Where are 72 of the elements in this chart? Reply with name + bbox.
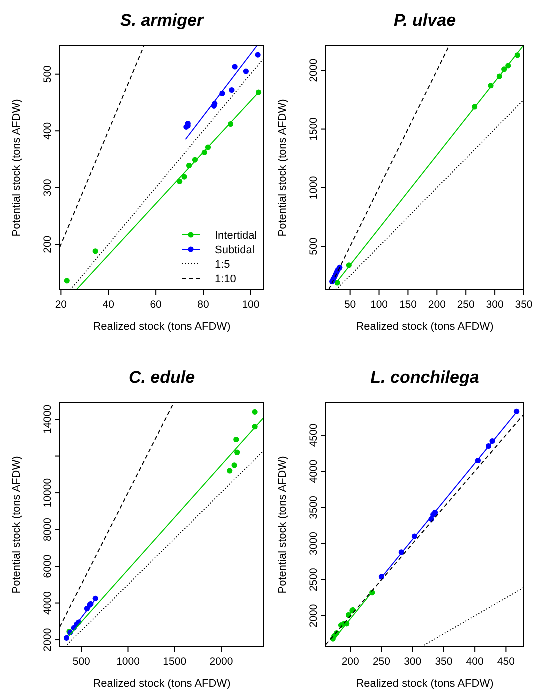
x-tick-label: 300 [404, 656, 422, 668]
legend-label: 1:5 [215, 259, 230, 271]
y-tick-label: 500 [42, 65, 54, 84]
legend-label: 1:10 [215, 274, 236, 286]
y-tick-label: 4000 [308, 460, 320, 484]
point [234, 450, 240, 456]
x-tick-label: 2000 [210, 656, 234, 668]
x-tick-label: 60 [150, 299, 162, 311]
y-tick-label: 6000 [42, 554, 54, 578]
y-axis-title: Potential stock (tons AFDW) [277, 456, 289, 594]
x-tick-label: 300 [486, 299, 504, 311]
chart-title: C. edule [128, 368, 196, 387]
y-tick-label: 14000 [42, 404, 54, 434]
y-tick-label: 2500 [308, 568, 320, 592]
chart-title: L. conchilega [370, 368, 480, 387]
y-axis-title: Potential stock (tons AFDW) [277, 99, 289, 237]
x-tick-label: 1500 [163, 656, 187, 668]
x-axis-title: Realized stock (tons AFDW) [93, 678, 231, 690]
point [227, 468, 233, 474]
x-tick-label: 400 [466, 656, 484, 668]
point [64, 278, 70, 284]
y-tick-label: 300 [42, 178, 54, 197]
x-tick-label: 1000 [116, 656, 140, 668]
x-tick-label: 450 [497, 656, 516, 668]
point [182, 174, 188, 180]
y-axis-title: Potential stock (tons AFDW) [11, 456, 23, 594]
x-tick-label: 100 [370, 299, 388, 311]
chart-title: S. armiger [120, 11, 205, 30]
y-tick-label: 2000 [308, 58, 320, 82]
x-tick-label: 100 [242, 299, 260, 311]
y-tick-label: 2000 [308, 604, 320, 628]
y-tick-label: 8000 [42, 518, 54, 542]
y-tick-label: 10000 [42, 478, 54, 508]
y-tick-label: 3500 [308, 496, 320, 520]
point [92, 248, 98, 254]
point [252, 409, 258, 415]
x-tick-label: 350 [515, 299, 533, 311]
point [255, 52, 261, 58]
x-tick-label: 500 [72, 656, 91, 668]
x-axis-title: Realized stock (tons AFDW) [356, 321, 494, 333]
x-axis-title: Realized stock (tons AFDW) [93, 321, 231, 333]
y-tick-label: 1000 [308, 176, 320, 200]
x-tick-label: 250 [457, 299, 476, 311]
point [232, 462, 238, 468]
y-tick-label: 2000 [42, 628, 54, 652]
point [243, 68, 250, 74]
x-tick-label: 200 [428, 299, 446, 311]
x-tick-label: 350 [435, 656, 453, 668]
y-tick-label: 3000 [308, 532, 320, 556]
y-axis-title: Potential stock (tons AFDW) [11, 99, 23, 237]
chart-title: P. ulvae [394, 11, 456, 30]
y-tick-label: 1500 [308, 117, 320, 141]
y-tick-label: 500 [308, 238, 320, 256]
y-tick-label: 4000 [42, 591, 54, 615]
y-tick-label: 200 [42, 236, 54, 254]
x-tick-label: 250 [372, 656, 391, 668]
y-tick-label: 400 [42, 122, 54, 140]
point [64, 635, 70, 641]
point [234, 436, 240, 443]
y-tick-label: 4500 [308, 424, 320, 448]
legend-label: Intertidal [215, 230, 258, 242]
x-axis-title: Realized stock (tons AFDW) [356, 678, 494, 690]
x-tick-label: 50 [344, 299, 356, 311]
x-tick-label: 80 [198, 299, 210, 311]
point [229, 87, 235, 94]
x-tick-label: 150 [399, 299, 418, 311]
legend-label: Subtidal [215, 244, 255, 256]
x-tick-label: 200 [342, 656, 360, 668]
point [514, 408, 520, 414]
point [232, 64, 238, 70]
x-tick-label: 40 [102, 299, 115, 311]
x-tick-label: 20 [55, 299, 68, 311]
